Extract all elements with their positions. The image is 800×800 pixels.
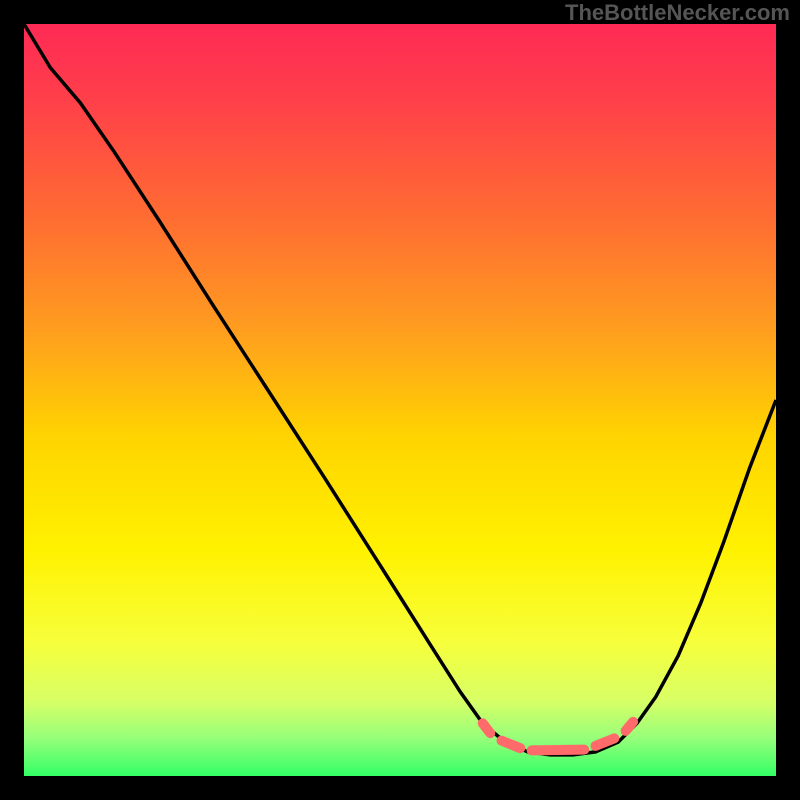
- plot-area: [24, 24, 776, 776]
- gradient-background: [24, 24, 776, 776]
- bottleneck-chart: TheBottleNecker.com: [0, 0, 800, 800]
- watermark-text: TheBottleNecker.com: [565, 0, 790, 26]
- curve-overlay: [24, 24, 776, 776]
